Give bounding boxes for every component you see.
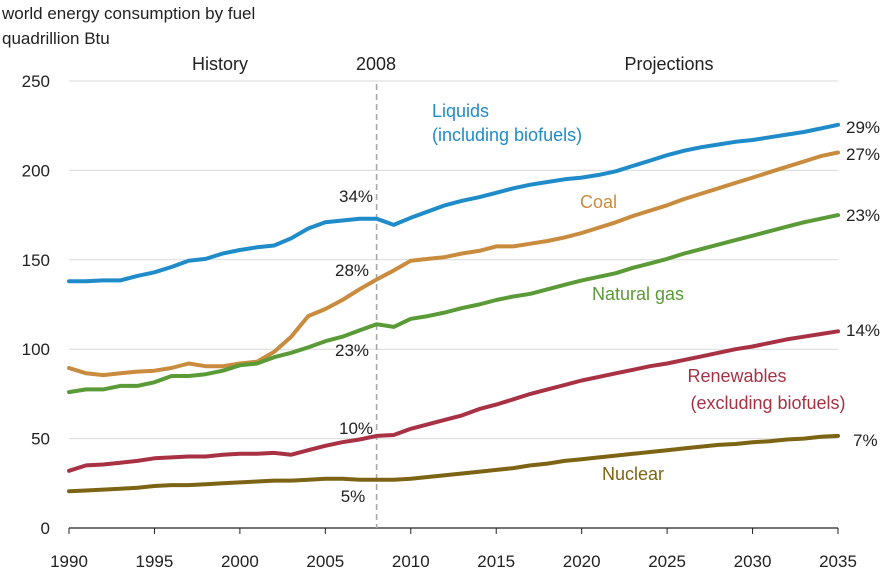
series-line-nuclear <box>67 433 840 494</box>
x-tick-label-1995: 1995 <box>136 552 174 571</box>
share-2008-coal: 28% <box>335 261 369 280</box>
series-sublabel-liquids: (including biofuels) <box>432 125 582 145</box>
chart-unit-label: quadrillion Btu <box>2 29 110 48</box>
axes: 0 50 100 150 200 250 1990 1995 2000 2005 2010 2015 2… <box>22 72 857 571</box>
y-tick-label-250: 250 <box>22 72 50 91</box>
share-2035-nuclear: 7% <box>853 431 878 450</box>
y-tick-label-150: 150 <box>22 251 50 270</box>
x-tick-label-2005: 2005 <box>306 552 344 571</box>
share-2035-natural_gas: 23% <box>846 206 880 225</box>
chart-title: world energy consumption by fuel <box>1 4 255 23</box>
share-2035-liquids: 29% <box>846 118 880 137</box>
series-line-natural_gas <box>67 213 840 395</box>
history-region-label: History <box>192 54 248 74</box>
x-tick-label-2010: 2010 <box>392 552 430 571</box>
share-2008-renewables: 10% <box>339 419 373 438</box>
y-tick-label-0: 0 <box>41 519 50 538</box>
split-year-label: 2008 <box>356 54 396 74</box>
series-label-renewables: Renewables <box>687 366 786 386</box>
series-line-coal <box>67 150 840 378</box>
share-2035-renewables: 14% <box>846 321 880 340</box>
x-tick-label-2015: 2015 <box>477 552 515 571</box>
x-tick-label-2000: 2000 <box>221 552 259 571</box>
series-line-renewables <box>67 329 840 473</box>
series-label-nuclear: Nuclear <box>602 464 664 484</box>
y-tick-label-200: 200 <box>22 161 50 180</box>
projections-region-label: Projections <box>624 54 713 74</box>
series-labels: Liquids (including biofuels) 34% 29% Coal 28%… <box>335 101 880 506</box>
x-tick-label-1990: 1990 <box>50 552 88 571</box>
y-tick-label-50: 50 <box>31 430 50 449</box>
series-line-liquids <box>67 122 840 284</box>
series-label-coal: Coal <box>580 192 617 212</box>
share-2035-coal: 27% <box>846 145 880 164</box>
series-lines <box>67 122 840 494</box>
series-label-natural_gas: Natural gas <box>592 284 684 304</box>
y-tick-label-100: 100 <box>22 340 50 359</box>
share-2008-nuclear: 5% <box>341 487 366 506</box>
x-tick-label-2020: 2020 <box>563 552 601 571</box>
share-2008-liquids: 34% <box>339 187 373 206</box>
series-label-liquids: Liquids <box>432 101 489 121</box>
share-2008-natural_gas: 23% <box>335 341 369 360</box>
series-sublabel-renewables: (excluding biofuels) <box>690 393 845 413</box>
x-tick-label-2030: 2030 <box>734 552 772 571</box>
x-tick-label-2035: 2035 <box>819 552 857 571</box>
x-tick-label-2025: 2025 <box>648 552 686 571</box>
